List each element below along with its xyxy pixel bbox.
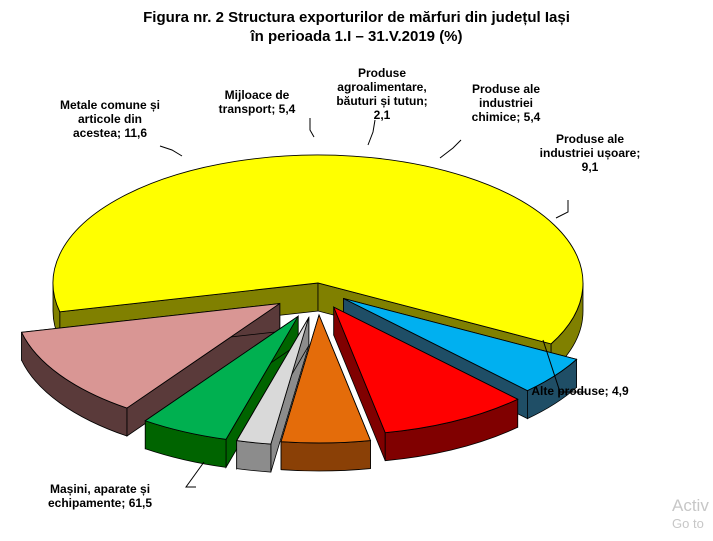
- pie-slice-top-4: [235, 317, 310, 445]
- slice-label-4: Produse agroalimentare, băuturi și tutun; 2…: [336, 66, 427, 122]
- pie-slice-top-3: [280, 313, 372, 444]
- leader-line-4: [367, 119, 376, 146]
- pie-slice-top-2: [332, 306, 519, 434]
- slice-label-1: Alte produse; 4,9: [531, 384, 628, 398]
- pie-slice-6: [20, 302, 281, 437]
- slice-label-line: Mașini, aparate și: [50, 482, 151, 496]
- slice-label-5: Mijloace de transport; 5,4: [219, 88, 296, 116]
- slice-label-line: Metale comune și: [59, 98, 161, 112]
- watermark-line-2: Go to: [672, 516, 704, 531]
- slice-label-3: Produse ale industriei chimice; 5,4: [472, 82, 541, 124]
- pie-slice-top-5: [144, 315, 299, 440]
- pie-slice-3: [280, 313, 372, 472]
- leader-line-3: [439, 139, 462, 159]
- leader-line-2: [555, 200, 569, 219]
- slice-label-line: 9,1: [581, 160, 599, 174]
- slice-label-line: industriei ușoare;: [539, 146, 641, 160]
- leader-line-1: [542, 339, 586, 393]
- leader-line-5: [309, 118, 315, 138]
- slice-label-0: Mașini, aparate și echipamente; 61,5: [48, 482, 152, 510]
- slice-label-line: băuturi și tutun;: [336, 94, 428, 108]
- slice-label-line: Alte produse; 4,9: [531, 384, 629, 398]
- slice-label-line: echipamente; 61,5: [48, 496, 153, 510]
- slice-label-line: articole din: [77, 112, 142, 126]
- slice-label-6: Metale comune și articole din acestea; 11,…: [60, 98, 160, 140]
- chart-title: Figura nr. 2 Structura exporturilor de m…: [0, 8, 713, 46]
- slice-label-2: Produse ale industriei ușoare; 9,1: [540, 132, 641, 174]
- slice-label-line: Produse ale: [471, 82, 541, 96]
- pie-slice-side-b-4: [236, 440, 272, 473]
- slice-label-line: Produse ale: [555, 132, 625, 146]
- watermark-line-1: Activ: [672, 496, 709, 515]
- chart-title-line-2: în perioada 1.I – 31.V.2019 (%): [250, 28, 463, 45]
- slice-label-line: agroalimentare,: [337, 80, 427, 94]
- pie-slice-2: [332, 306, 519, 462]
- slice-label-line: 2,1: [373, 108, 391, 122]
- slice-label-line: acestea; 11,6: [72, 126, 148, 140]
- slice-label-line: industriei: [478, 96, 534, 110]
- activation-watermark: Activ Go to: [672, 496, 709, 532]
- slice-label-line: chimice; 5,4: [471, 110, 541, 124]
- slice-label-line: transport; 5,4: [218, 102, 296, 116]
- leader-line-0: [185, 461, 205, 488]
- chart-title-line-1: Figura nr. 2 Structura exporturilor de m…: [143, 9, 570, 26]
- pie-slice-top-6: [20, 303, 281, 409]
- leader-line-6: [159, 145, 183, 157]
- slice-label-line: Mijloace de: [224, 88, 290, 102]
- pie-slice-top-0: [52, 154, 584, 345]
- pie-slice-side-b-3: [280, 440, 371, 472]
- slice-label-line: Produse: [357, 66, 407, 80]
- pie-slice-4: [235, 315, 310, 473]
